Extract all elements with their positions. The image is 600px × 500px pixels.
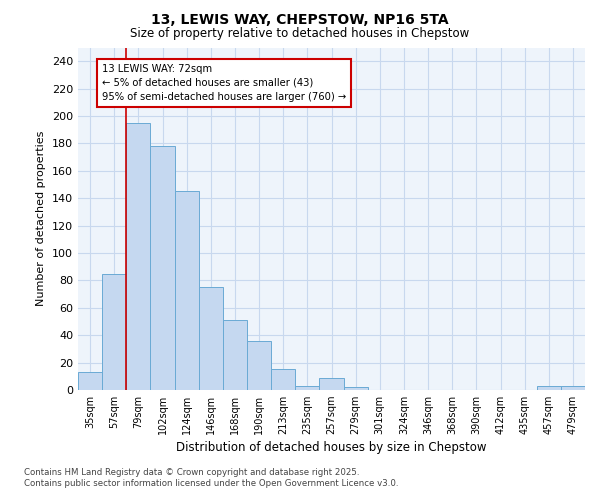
Bar [344, 388, 368, 390]
Bar [295, 386, 319, 390]
Bar [175, 192, 199, 390]
Bar [102, 274, 126, 390]
Bar [537, 386, 561, 390]
Bar [151, 146, 175, 390]
Y-axis label: Number of detached properties: Number of detached properties [37, 131, 46, 306]
Bar [561, 386, 585, 390]
Bar [271, 370, 295, 390]
Text: Contains HM Land Registry data © Crown copyright and database right 2025.
Contai: Contains HM Land Registry data © Crown c… [24, 468, 398, 487]
Bar [247, 340, 271, 390]
Bar [78, 372, 102, 390]
X-axis label: Distribution of detached houses by size in Chepstow: Distribution of detached houses by size … [176, 442, 487, 454]
Text: 13 LEWIS WAY: 72sqm
← 5% of detached houses are smaller (43)
95% of semi-detache: 13 LEWIS WAY: 72sqm ← 5% of detached hou… [102, 64, 346, 102]
Bar [199, 287, 223, 390]
Bar [223, 320, 247, 390]
Text: 13, LEWIS WAY, CHEPSTOW, NP16 5TA: 13, LEWIS WAY, CHEPSTOW, NP16 5TA [151, 12, 449, 26]
Bar [126, 123, 151, 390]
Text: Size of property relative to detached houses in Chepstow: Size of property relative to detached ho… [130, 28, 470, 40]
Bar [319, 378, 344, 390]
